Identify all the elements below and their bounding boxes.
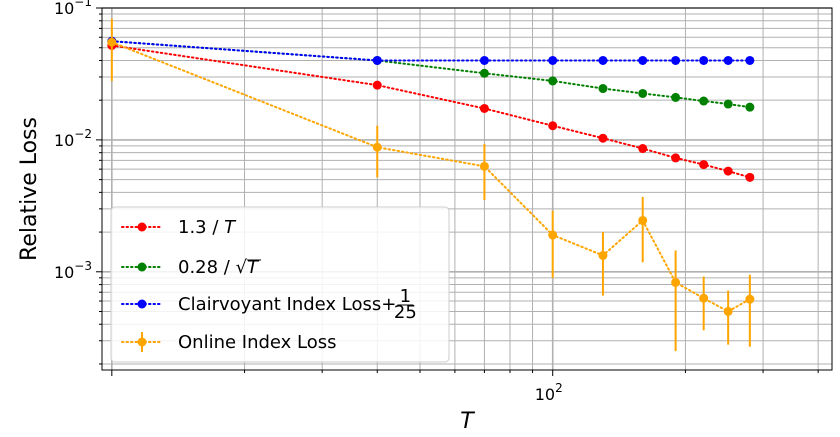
data-point: [745, 172, 755, 182]
data-point: [671, 153, 681, 163]
data-point: [372, 142, 382, 152]
data-point: [479, 103, 489, 113]
data-point: [723, 306, 733, 316]
data-point: [107, 37, 117, 47]
data-point: [671, 277, 681, 287]
y-tick-label: 10−1: [54, 0, 92, 18]
data-point: [699, 96, 709, 106]
data-point: [372, 80, 382, 90]
legend: 1.3 / T 0.28 / √T Clairvoyant Index Loss+ 1…: [110, 206, 450, 363]
plot-frame: [101, 7, 833, 371]
y-tick-label: 10−2: [54, 127, 92, 150]
legend-entry-0: 1.3 / T: [121, 217, 237, 238]
data-point: [745, 55, 755, 65]
data-point: [479, 161, 489, 171]
legend-label: Online Index Loss: [178, 332, 337, 353]
legend-entry-3: Online Index Loss: [121, 332, 337, 353]
data-point: [548, 121, 558, 131]
data-point: [598, 84, 608, 94]
data-point: [699, 160, 709, 170]
fraction-denominator: 25: [394, 302, 417, 323]
data-point: [548, 55, 558, 65]
legend-entry-2: Clairvoyant Index Loss+ 125: [121, 286, 417, 323]
y-tick-label: 10−3: [54, 259, 92, 282]
legend-marker: [137, 262, 147, 272]
data-point: [372, 55, 382, 65]
legend-box: [110, 206, 450, 363]
legend-marker: [137, 337, 147, 347]
data-point: [638, 215, 648, 225]
series-line: [110, 40, 751, 62]
data-point: [723, 55, 733, 65]
series-line: [110, 44, 751, 179]
data-point: [598, 55, 608, 65]
x-tick-label: 102: [535, 381, 563, 404]
data-point: [548, 76, 558, 86]
legend-label: Clairvoyant Index Loss+: [178, 294, 396, 315]
data-point: [598, 133, 608, 143]
data-point: [745, 294, 755, 304]
data-point: [479, 55, 489, 65]
series-line: [110, 40, 751, 109]
data-point: [671, 55, 681, 65]
data-point: [638, 55, 648, 65]
data-point: [598, 250, 608, 260]
data-point: [671, 92, 681, 102]
series-3: [107, 18, 755, 352]
data-point: [699, 293, 709, 303]
x-axis-label: T: [460, 409, 475, 434]
data-point: [723, 166, 733, 176]
data-point: [745, 102, 755, 112]
plot-area: [107, 18, 755, 352]
series-line: [110, 41, 751, 313]
data-point: [723, 99, 733, 109]
data-point: [479, 68, 489, 78]
data-point: [548, 230, 558, 240]
tick-labels: 10−1 10−2 10−3 102: [54, 0, 563, 404]
data-point: [638, 144, 648, 154]
axes: [96, 7, 833, 376]
grid-lines: [102, 7, 832, 370]
legend-label: 1.3 / T: [178, 217, 237, 238]
legend-marker: [137, 299, 147, 309]
data-point: [699, 55, 709, 65]
data-point: [638, 88, 648, 98]
fraction-numerator: 1: [400, 286, 411, 307]
legend-label: 0.28 / √T: [178, 257, 260, 278]
legend-entry-1: 0.28 / √T: [121, 257, 262, 278]
legend-marker: [137, 222, 147, 232]
y-axis-label: Relative Loss: [17, 117, 42, 261]
